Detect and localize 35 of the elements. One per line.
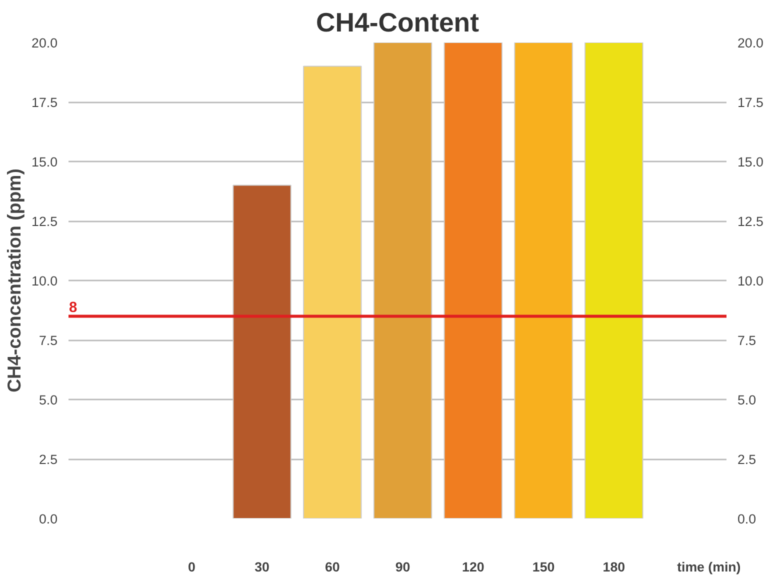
x-axis-title: time (min) (677, 560, 741, 574)
y-tick-label: 17.5 (32, 95, 58, 110)
y2-tick-label: 5.0 (738, 392, 756, 408)
y-tick-label: 7.5 (38, 333, 58, 348)
bar (444, 42, 503, 518)
x-tick-label: 180 (602, 560, 626, 574)
y2-tick-label: 15.0 (738, 154, 764, 170)
x-tick-label: 30 (254, 560, 270, 574)
y2-tick-label: 7.5 (738, 333, 756, 348)
x-tick-label: 150 (532, 560, 555, 574)
y-tick-label: 2.5 (38, 452, 58, 467)
x-tick-label: 0 (188, 560, 196, 574)
y-tick-label: 5.0 (38, 392, 58, 408)
x-tick-label: 60 (324, 560, 340, 574)
y2-tick-label: 10.0 (738, 274, 764, 288)
bar (584, 42, 644, 518)
y-tick-label: 15.0 (32, 154, 58, 170)
y-tick-label: 10.0 (32, 274, 58, 288)
y2-tick-label: 0.0 (738, 512, 756, 526)
y-tick-label: 12.5 (32, 214, 58, 229)
y-tick-label: 0.0 (38, 512, 58, 526)
ref-line-label: 8 (69, 300, 78, 316)
bar (373, 42, 432, 518)
y2-tick-label: 17.5 (738, 95, 764, 110)
x-tick-label: 120 (462, 560, 484, 574)
y2-tick-label: 12.5 (738, 214, 764, 229)
bar (514, 42, 573, 518)
y2-tick-label: 2.5 (738, 452, 756, 467)
x-tick-label: 90 (395, 560, 410, 574)
bar (232, 184, 292, 518)
chart-title: CH4-Content (316, 8, 480, 38)
bar (303, 66, 362, 518)
y2-tick-label: 20.0 (738, 36, 764, 50)
y-axis-title: CH4-concentration (ppm) (4, 168, 25, 392)
y-tick-label: 20.0 (32, 36, 58, 50)
